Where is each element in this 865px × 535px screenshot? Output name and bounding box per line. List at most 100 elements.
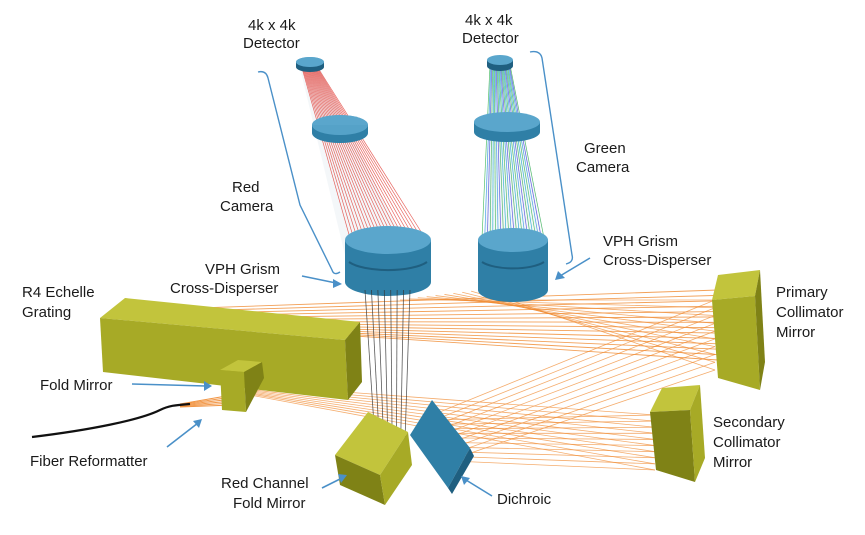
ray-line	[303, 67, 358, 239]
detector-left-label-1: 4k x 4k	[248, 17, 296, 34]
ray-line	[479, 289, 716, 371]
fiber	[31, 402, 191, 439]
ray-line	[309, 67, 387, 239]
ray-line	[436, 338, 716, 443]
ray-line	[310, 67, 390, 239]
ray-line	[507, 64, 539, 239]
ray-line	[324, 332, 719, 356]
ray-line	[429, 426, 656, 430]
ray-line	[383, 289, 389, 441]
ray-line	[453, 292, 716, 348]
ray-line	[155, 294, 719, 313]
primary-label-2: Collimator	[776, 304, 844, 321]
green-camera-label-1: Green	[584, 140, 626, 157]
ray-line	[371, 289, 380, 441]
ray-line	[502, 64, 523, 239]
ray-line	[302, 67, 354, 239]
primary-collimator-mirror	[712, 270, 765, 390]
ray-line	[500, 64, 518, 239]
green-camera-label-2: Camera	[576, 159, 630, 176]
ray-line	[494, 64, 499, 239]
ray-line	[303, 67, 362, 239]
ray-line	[504, 64, 529, 239]
fiber-reformatter-label: Fiber Reformatter	[30, 453, 148, 470]
vph-left-label-2: Cross-Disperser	[170, 280, 278, 297]
ray-line	[314, 67, 412, 239]
secondary-collimator-mirror	[650, 385, 705, 482]
red-camera-label-1: Red	[232, 179, 260, 196]
ray-line	[313, 67, 404, 239]
ray-line	[305, 67, 369, 239]
ray-line	[404, 289, 411, 441]
echelle-label-2: Grating	[22, 304, 71, 321]
detector-right-label-1: 4k x 4k	[465, 12, 513, 29]
ray-line	[317, 67, 426, 239]
ray-line	[315, 67, 415, 239]
red-camera-bracket	[257, 70, 341, 275]
fold-mirror	[220, 360, 264, 412]
secondary-label-2: Collimator	[713, 434, 781, 451]
detector-right-label-2: Detector	[462, 30, 519, 47]
ray-line	[429, 414, 656, 421]
red-fold-label-1: Red Channel	[221, 475, 309, 492]
ray-line	[310, 67, 394, 239]
primary-label-3: Mirror	[776, 324, 815, 341]
ray-line	[400, 289, 404, 441]
ray-line	[312, 67, 401, 239]
secondary-label-1: Secondary	[713, 414, 785, 431]
ray-line	[311, 67, 397, 239]
callout-arrows	[131, 257, 591, 497]
ray-line	[435, 295, 716, 332]
ray-line	[484, 64, 492, 239]
ray-line	[429, 441, 656, 446]
ray-line	[390, 289, 393, 441]
ray-line	[470, 290, 716, 363]
vph-right-label-1: VPH Grism	[603, 233, 678, 250]
ray-line	[249, 391, 656, 453]
ray-line	[429, 322, 716, 434]
secondary-label-3: Mirror	[713, 454, 752, 471]
ray-line	[509, 64, 545, 239]
ray-line	[249, 392, 656, 459]
ray-line	[308, 67, 383, 239]
ray-line	[487, 64, 493, 239]
ray-line	[503, 64, 526, 239]
ray-line	[506, 64, 534, 239]
primary-label-1: Primary	[776, 284, 828, 301]
ray-line	[505, 64, 531, 239]
ray-line	[377, 289, 384, 441]
ray-line	[170, 300, 719, 315]
vph-left-label-1: VPH Grism	[205, 261, 280, 278]
ray-line	[493, 64, 496, 239]
ray-line	[507, 64, 537, 239]
red-camera	[296, 57, 431, 296]
ray-line	[501, 64, 521, 239]
ray-line	[426, 296, 716, 324]
red-channel-fold-mirror	[335, 412, 412, 505]
ray-line	[313, 67, 408, 239]
ray-line	[500, 64, 515, 239]
ray-line	[316, 67, 422, 239]
ray-line	[316, 67, 419, 239]
green-camera	[474, 55, 548, 302]
ray-line	[301, 67, 351, 239]
red-camera-label-2: Camera	[220, 198, 274, 215]
ray-line	[497, 64, 507, 239]
ray-line	[309, 330, 719, 350]
dichroic-label: Dichroic	[497, 491, 552, 508]
ray-line	[306, 67, 372, 239]
ray-line	[307, 67, 379, 239]
echelle-label-1: R4 Echelle	[22, 284, 95, 301]
detector-left-label-2: Detector	[243, 35, 300, 52]
ray-line	[249, 389, 656, 440]
red-fold-label-2: Fold Mirror	[233, 495, 306, 512]
ray-line	[508, 64, 542, 239]
ray-line	[444, 294, 716, 340]
ray-line	[304, 67, 365, 239]
dichroic	[410, 400, 474, 494]
ray-line	[495, 64, 502, 239]
echelle-grating	[100, 298, 362, 400]
ray-line	[492, 64, 494, 239]
ray-line	[499, 64, 513, 239]
